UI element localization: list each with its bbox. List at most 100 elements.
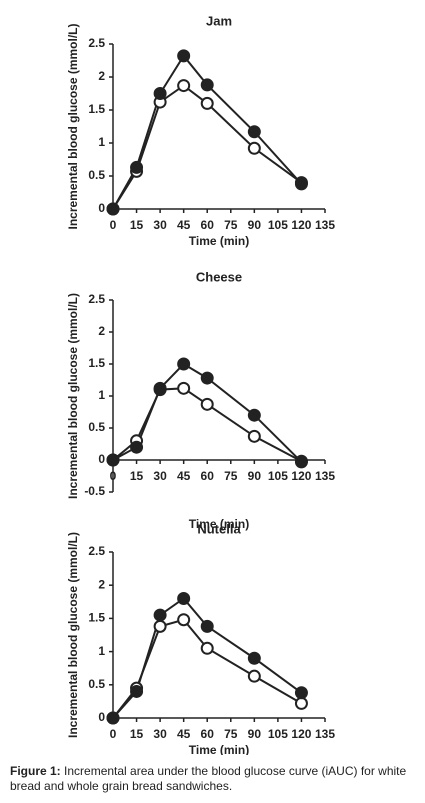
y-tick-label: 1.5	[88, 356, 105, 370]
marker	[247, 125, 261, 139]
marker	[130, 160, 144, 174]
x-tick-label: 15	[130, 727, 144, 741]
marker	[247, 141, 261, 155]
marker	[177, 49, 191, 63]
marker	[153, 608, 167, 622]
x-tick-label: 120	[291, 727, 311, 741]
caption-label: Figure 1:	[10, 764, 61, 778]
y-tick-label: 0	[98, 710, 105, 724]
x-tick-label: 90	[248, 727, 262, 741]
marker	[200, 397, 214, 411]
x-tick-label: 105	[268, 469, 288, 483]
chart-title: Nutella	[197, 521, 241, 536]
y-axis-label: Incremental blood glucose (mmol/L)	[66, 293, 80, 499]
x-tick-label: 60	[201, 218, 215, 232]
x-axis-label: Time (min)	[189, 234, 249, 248]
y-tick-label: 1	[98, 135, 105, 149]
y-tick-label: 0.5	[88, 420, 105, 434]
marker	[177, 591, 191, 605]
y-tick-label: 2.5	[88, 544, 105, 558]
chart: Nutella 0 0.5 1 1.5 2 2.5 0 15 30 45 60 75 90 105 120 13…	[66, 521, 335, 755]
x-tick-label: 135	[315, 469, 335, 483]
y-tick-label: 2	[98, 324, 105, 338]
y-axis-label: Incremental blood glucose (mmol/L)	[66, 23, 80, 229]
y-tick-label: 1.5	[88, 102, 105, 116]
y-tick-label: 0.5	[88, 677, 105, 691]
marker	[294, 177, 308, 191]
series-line	[112, 618, 302, 719]
y-tick-label: 0	[98, 452, 105, 466]
y-tick-label: 2.5	[88, 292, 105, 306]
marker	[200, 619, 214, 633]
marker	[130, 440, 144, 454]
marker	[247, 651, 261, 665]
y-tick-label: 0	[98, 201, 105, 215]
x-tick-label: 135	[315, 727, 335, 741]
marker	[294, 686, 308, 700]
series-line	[112, 597, 303, 719]
x-tick-label: 45	[177, 727, 191, 741]
marker	[153, 619, 167, 633]
chart: Cheese -0.5 0 0.5 1 1.5 2 2.5 0 15 30 45 60 75 90 105 12…	[66, 269, 335, 531]
marker	[177, 357, 191, 371]
x-tick-label: 15	[130, 469, 144, 483]
x-tick-label: 75	[224, 469, 238, 483]
marker	[106, 711, 120, 725]
marker	[106, 453, 120, 467]
x-tick-label: 45	[177, 218, 191, 232]
x-tick-label: 15	[130, 218, 144, 232]
y-tick-label: -0.5	[84, 484, 105, 498]
chart-title: Jam	[206, 13, 232, 28]
marker	[294, 696, 308, 710]
x-axis-label: Time (min)	[189, 517, 249, 531]
x-tick-label: 30	[153, 727, 167, 741]
y-tick-label: 1	[98, 644, 105, 658]
marker	[106, 202, 120, 216]
x-tick-label: 120	[291, 218, 311, 232]
marker	[153, 87, 167, 100]
x-tick-label: 75	[224, 218, 238, 232]
x-tick-label: 0	[110, 218, 117, 232]
marker	[130, 684, 144, 698]
marker	[177, 613, 191, 627]
x-tick-label: 30	[153, 218, 167, 232]
y-tick-label: 2	[98, 69, 105, 83]
x-axis-label: Time (min)	[189, 743, 249, 755]
x-tick-label: 90	[248, 469, 262, 483]
chart: Jam 0 0.5 1 1.5 2 2.5 0 15 30 45 60 75 90 105 120 135 Tim…	[66, 13, 335, 248]
marker	[247, 408, 261, 422]
marker	[177, 381, 191, 395]
marker	[200, 78, 214, 92]
y-tick-label: 1.5	[88, 611, 105, 625]
marker	[153, 381, 167, 395]
x-tick-label: 105	[268, 727, 288, 741]
y-tick-label: 1	[98, 388, 105, 402]
marker	[200, 371, 214, 385]
x-tick-label: 105	[268, 218, 288, 232]
y-tick-label: 2	[98, 577, 105, 591]
x-tick-label: 120	[291, 469, 311, 483]
y-tick-label: 2.5	[88, 36, 105, 50]
caption-text: Incremental area under the blood glucose…	[10, 764, 407, 793]
y-tick-label: 0.5	[88, 168, 105, 182]
x-tick-label: 60	[201, 469, 215, 483]
marker	[200, 96, 214, 110]
x-tick-label: 45	[177, 469, 191, 483]
x-tick-label: 90	[248, 218, 262, 232]
x-tick-label: 0	[110, 727, 117, 741]
chart-title: Cheese	[196, 269, 242, 284]
marker	[177, 79, 191, 93]
x-tick-label: 75	[224, 727, 238, 741]
x-tick-label: 60	[201, 727, 215, 741]
marker	[247, 669, 261, 683]
x-tick-label: 135	[315, 218, 335, 232]
caption: Figure 1: Incremental area under the blo…	[10, 764, 420, 794]
x-tick-label: 30	[153, 469, 167, 483]
marker	[200, 641, 214, 655]
y-axis-label: Incremental blood glucose (mmol/L)	[66, 532, 80, 738]
x-tick-label: 0	[110, 469, 117, 483]
marker	[247, 429, 261, 443]
marker	[294, 455, 308, 469]
